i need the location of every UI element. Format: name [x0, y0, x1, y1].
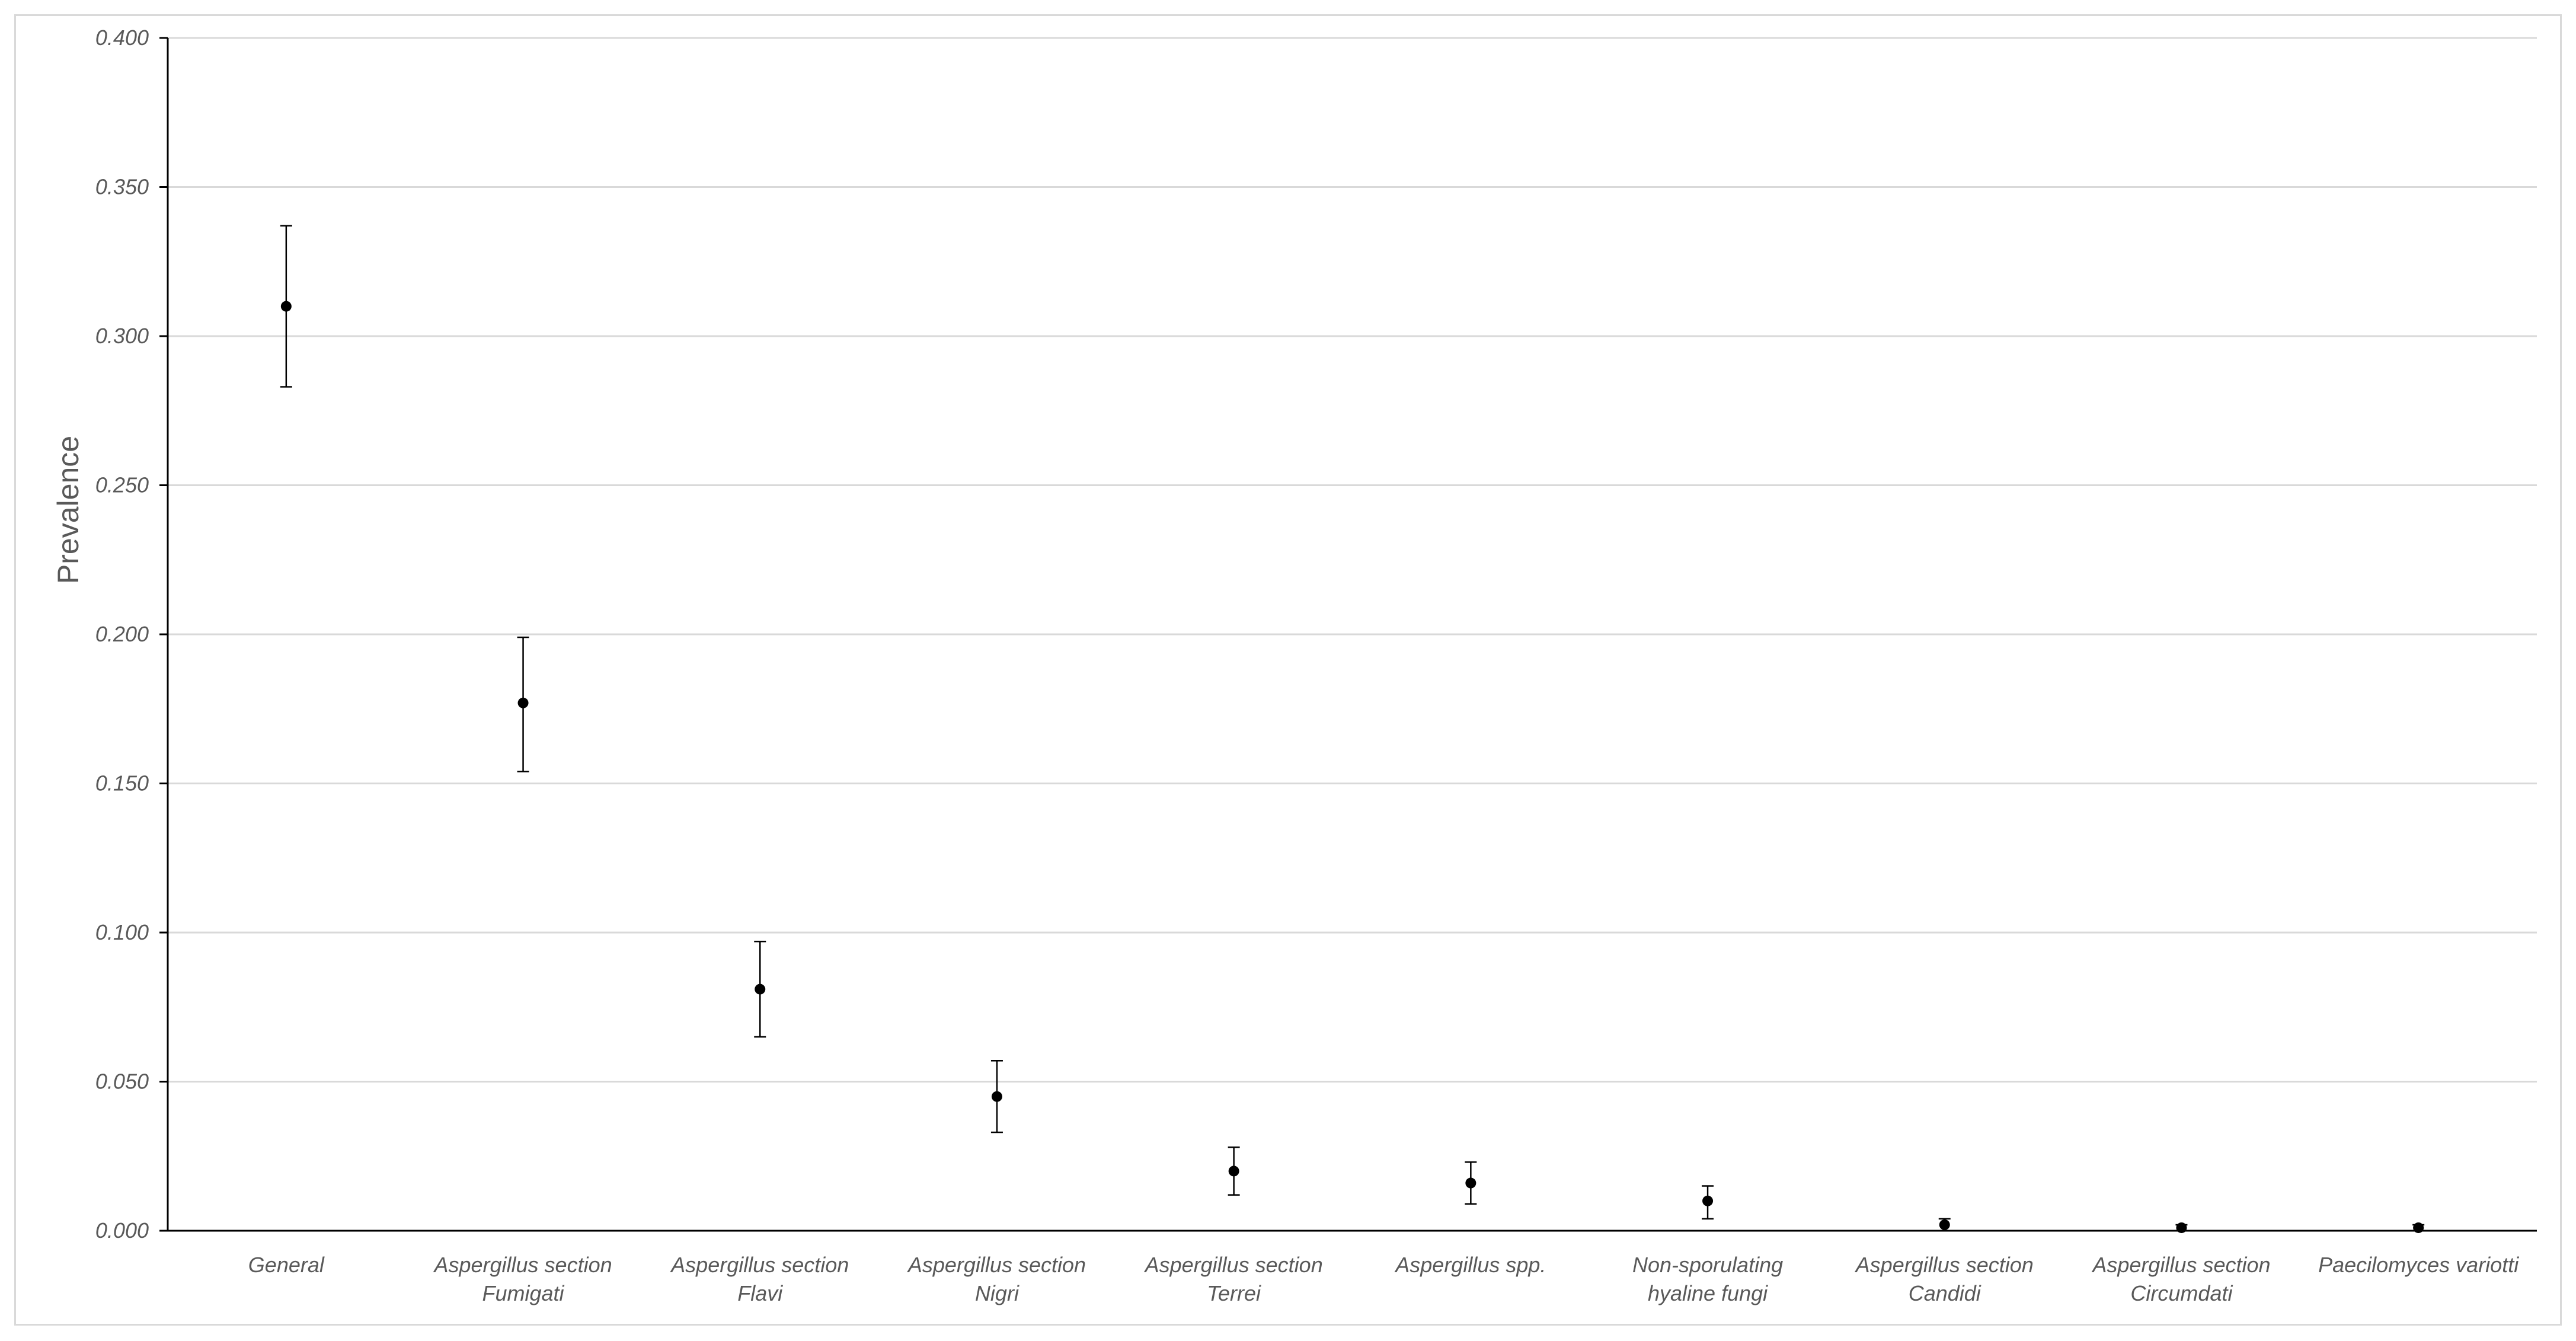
data-point — [517, 697, 529, 708]
x-category-label: hyaline fungi — [1648, 1281, 1768, 1305]
data-points — [280, 301, 2424, 1233]
data-point — [755, 984, 766, 995]
x-category-label: Aspergillus section — [670, 1253, 849, 1277]
x-category-label: Nigri — [975, 1281, 1019, 1305]
x-category-label: Paecilomyces variotti — [2318, 1253, 2519, 1277]
x-category-label: Non-sporulating — [1632, 1253, 1783, 1277]
data-point — [280, 301, 292, 312]
y-tick-label: 0.350 — [95, 175, 149, 199]
data-point — [1702, 1195, 1714, 1206]
x-category-label: General — [248, 1253, 325, 1277]
x-category-label: Candidi — [1909, 1281, 1981, 1305]
x-category-label: Aspergillus section — [433, 1253, 612, 1277]
x-category-label: Aspergillus section — [2091, 1253, 2270, 1277]
x-axis-labels: General Aspergillus section Fumigati Asperg… — [248, 1253, 2519, 1305]
gridlines — [159, 37, 2537, 1232]
y-tick-label: 0.000 — [95, 1218, 149, 1243]
y-tick-label: 0.100 — [95, 920, 149, 944]
y-axis-title: Prevalence — [52, 436, 85, 584]
x-category-label: Aspergillus spp. — [1394, 1253, 1546, 1277]
y-tick-label: 0.400 — [95, 25, 149, 50]
data-point — [991, 1091, 1002, 1102]
x-category-label: Flavi — [737, 1281, 783, 1305]
data-point — [1228, 1166, 1239, 1177]
x-category-label: Aspergillus section — [1144, 1253, 1323, 1277]
y-tick-label: 0.050 — [95, 1069, 149, 1094]
x-category-label: Circumdati — [2130, 1281, 2233, 1305]
y-tick-label: 0.300 — [95, 324, 149, 348]
x-category-label: Aspergillus section — [1855, 1253, 2034, 1277]
y-tick-label: 0.250 — [95, 473, 149, 497]
x-category-label: Terrei — [1207, 1281, 1261, 1305]
data-point — [2176, 1222, 2187, 1233]
x-category-label: Aspergillus section — [907, 1253, 1086, 1277]
data-point — [2413, 1222, 2424, 1233]
data-point — [1465, 1177, 1476, 1189]
data-point — [1939, 1219, 1950, 1230]
axes — [167, 38, 2537, 1232]
error-bars — [280, 225, 2425, 1232]
y-tick-label: 0.150 — [95, 771, 149, 796]
y-tick-label: 0.200 — [95, 622, 149, 646]
x-category-label: Fumigati — [482, 1281, 565, 1305]
y-axis-ticks: 0.000 0.050 0.100 0.150 0.200 0.250 0.300 0.350… — [95, 25, 149, 1243]
chart-frame — [14, 14, 2562, 1326]
